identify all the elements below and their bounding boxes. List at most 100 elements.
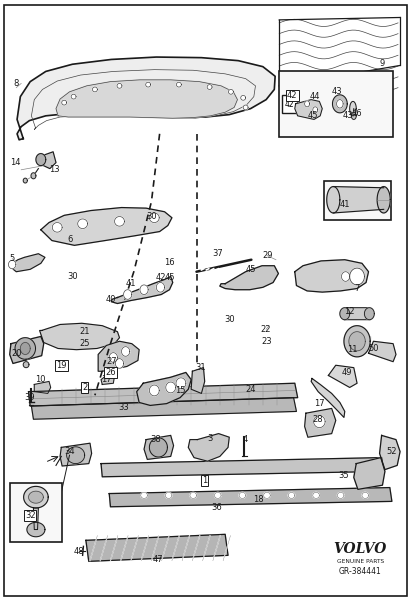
Text: GENUINE PARTS: GENUINE PARTS bbox=[337, 559, 384, 564]
Text: 42: 42 bbox=[156, 273, 166, 282]
Text: 4: 4 bbox=[243, 435, 248, 444]
Polygon shape bbox=[305, 409, 336, 437]
Text: GR-384441: GR-384441 bbox=[339, 567, 382, 576]
Polygon shape bbox=[33, 508, 38, 529]
Text: 45: 45 bbox=[164, 273, 175, 282]
Text: 30: 30 bbox=[146, 212, 157, 221]
Polygon shape bbox=[27, 522, 45, 537]
Polygon shape bbox=[24, 486, 48, 508]
Text: 14: 14 bbox=[10, 158, 20, 167]
Polygon shape bbox=[295, 260, 369, 292]
Polygon shape bbox=[344, 308, 372, 320]
Polygon shape bbox=[288, 492, 295, 498]
Polygon shape bbox=[98, 341, 139, 371]
Polygon shape bbox=[314, 416, 325, 428]
Polygon shape bbox=[190, 492, 196, 498]
Polygon shape bbox=[31, 398, 296, 419]
Polygon shape bbox=[78, 219, 88, 228]
Polygon shape bbox=[60, 443, 92, 466]
Polygon shape bbox=[28, 491, 43, 503]
Polygon shape bbox=[39, 323, 120, 350]
Text: 23: 23 bbox=[262, 337, 272, 346]
Text: 34: 34 bbox=[64, 447, 75, 456]
Text: 15: 15 bbox=[175, 386, 185, 395]
Polygon shape bbox=[62, 100, 67, 105]
Text: 52: 52 bbox=[387, 447, 397, 456]
Polygon shape bbox=[141, 492, 147, 498]
Text: 17: 17 bbox=[101, 375, 112, 384]
Polygon shape bbox=[109, 353, 118, 362]
Text: 41: 41 bbox=[126, 279, 136, 288]
Polygon shape bbox=[124, 290, 132, 299]
Polygon shape bbox=[349, 332, 365, 351]
Text: 49: 49 bbox=[342, 368, 352, 377]
Polygon shape bbox=[28, 383, 298, 406]
Text: 41: 41 bbox=[339, 200, 350, 209]
Bar bbox=[10, 483, 62, 542]
Polygon shape bbox=[327, 186, 340, 213]
Text: 46: 46 bbox=[352, 109, 363, 118]
Text: 33: 33 bbox=[118, 403, 129, 412]
Bar bbox=[279, 72, 393, 138]
Polygon shape bbox=[333, 186, 384, 213]
Polygon shape bbox=[117, 84, 122, 88]
Text: 22: 22 bbox=[261, 325, 271, 334]
Text: 19: 19 bbox=[56, 361, 67, 370]
Polygon shape bbox=[313, 492, 319, 498]
Polygon shape bbox=[149, 385, 159, 396]
Text: 37: 37 bbox=[212, 249, 223, 258]
Text: 48: 48 bbox=[73, 547, 84, 556]
Polygon shape bbox=[166, 382, 175, 393]
Text: 35: 35 bbox=[339, 471, 349, 480]
Polygon shape bbox=[295, 100, 322, 120]
Polygon shape bbox=[350, 102, 356, 116]
Text: 36: 36 bbox=[212, 503, 222, 512]
Polygon shape bbox=[264, 492, 270, 498]
Polygon shape bbox=[337, 492, 344, 498]
Text: 17: 17 bbox=[314, 399, 325, 408]
Polygon shape bbox=[101, 373, 115, 385]
Text: 40: 40 bbox=[106, 295, 117, 304]
Polygon shape bbox=[140, 285, 148, 294]
Text: 6: 6 bbox=[68, 235, 73, 244]
Polygon shape bbox=[52, 222, 62, 232]
Polygon shape bbox=[34, 382, 51, 394]
Text: 12: 12 bbox=[344, 307, 354, 316]
Polygon shape bbox=[9, 260, 16, 269]
Text: 44: 44 bbox=[310, 92, 321, 101]
Polygon shape bbox=[365, 308, 374, 320]
Bar bbox=[324, 180, 390, 219]
Polygon shape bbox=[36, 154, 46, 166]
Text: 38: 38 bbox=[150, 435, 161, 444]
Polygon shape bbox=[328, 365, 357, 388]
Polygon shape bbox=[56, 80, 238, 118]
Polygon shape bbox=[207, 85, 212, 90]
Text: 20: 20 bbox=[12, 349, 22, 358]
Text: 1: 1 bbox=[202, 476, 207, 485]
Text: 43: 43 bbox=[343, 111, 353, 120]
Text: 8: 8 bbox=[14, 79, 19, 88]
Polygon shape bbox=[115, 216, 125, 226]
Polygon shape bbox=[144, 435, 173, 459]
Text: 21: 21 bbox=[79, 327, 90, 336]
Polygon shape bbox=[17, 57, 275, 140]
Polygon shape bbox=[344, 326, 370, 357]
Polygon shape bbox=[115, 359, 124, 368]
Polygon shape bbox=[31, 172, 36, 178]
Text: 24: 24 bbox=[245, 385, 256, 394]
Text: 2: 2 bbox=[82, 383, 87, 392]
Bar bbox=[282, 96, 297, 114]
Text: 32: 32 bbox=[25, 511, 35, 520]
Text: 25: 25 bbox=[79, 339, 90, 348]
Polygon shape bbox=[337, 100, 343, 108]
Polygon shape bbox=[109, 487, 392, 507]
Polygon shape bbox=[241, 96, 246, 100]
Polygon shape bbox=[350, 268, 365, 285]
Polygon shape bbox=[156, 282, 164, 292]
Polygon shape bbox=[191, 368, 205, 394]
Polygon shape bbox=[340, 308, 350, 320]
Polygon shape bbox=[41, 207, 172, 245]
Polygon shape bbox=[122, 347, 130, 356]
Polygon shape bbox=[239, 492, 246, 498]
Polygon shape bbox=[111, 276, 173, 304]
